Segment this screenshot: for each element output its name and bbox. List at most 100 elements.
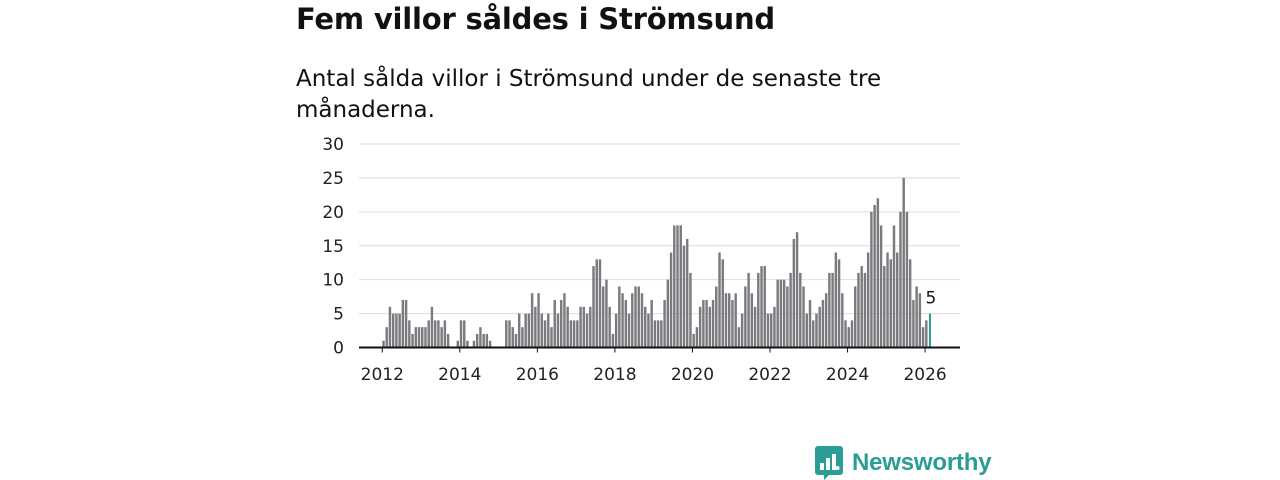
bar [488,340,492,348]
bar [921,327,925,348]
newsworthy-logo-icon [815,446,843,480]
bar [427,320,430,348]
brand[interactable]: Newsworthy [815,446,992,480]
bar [753,306,757,348]
bar [854,286,857,348]
bar [456,340,460,348]
bar [918,293,922,348]
bar [647,313,650,348]
bar [760,266,763,348]
bar [773,306,776,348]
bar [382,340,385,348]
bar [786,286,789,348]
bar [757,272,760,348]
bar [912,300,915,348]
bar [517,313,521,348]
bar [925,320,928,348]
bar [401,300,405,348]
bar [866,252,870,348]
bar [808,300,812,348]
y-tick-label: 30 [322,135,344,155]
bar-chart: 0 5 10 15 20 25 30 2012 2014 2016 2018 2020 2022 2024… [322,135,960,385]
bar [653,320,657,348]
bar [663,300,666,348]
bar [740,313,744,348]
bar [424,327,427,348]
bar [818,306,821,348]
bar [886,252,889,348]
x-tick-label: 2026 [903,365,946,385]
bar [589,306,592,348]
bar [485,333,489,348]
bar [414,327,418,348]
bar [669,252,673,348]
bar [721,259,724,348]
bar [621,293,624,348]
bar [805,313,808,348]
bar [579,306,582,348]
bar [404,300,408,348]
bar [624,300,628,348]
chart-subtitle: Antal sålda villor i Strömsund under de … [296,66,882,123]
bar [799,272,802,348]
bar [440,327,443,348]
bar [711,300,715,348]
y-tick-label: 10 [322,271,344,291]
bar [466,340,469,348]
bar [443,320,447,348]
bar [527,313,531,348]
bar [685,238,689,348]
bar [537,293,540,348]
bar [521,327,524,348]
bar [640,293,644,348]
bar [692,333,695,348]
y-tick-label: 20 [322,203,344,223]
bar [908,259,912,348]
brand-name: Newsworthy [852,449,992,476]
bar [433,320,437,348]
bar [750,293,754,348]
bar [841,293,844,348]
bar [728,293,731,348]
y-tick-label: 0 [333,339,344,359]
bar [889,259,892,348]
bar [698,306,702,348]
bar [563,293,566,348]
bar [824,293,828,348]
bar [598,259,602,348]
bar [475,333,479,348]
bar [883,266,886,348]
bar [695,327,699,348]
bar [417,327,421,348]
bar [763,266,766,348]
bar [850,320,854,348]
bar [430,306,434,348]
bar [582,306,586,348]
bar [547,313,550,348]
bar [896,252,899,348]
y-tick-label: 5 [333,305,344,325]
bar [595,259,598,348]
x-tick-label: 2014 [438,365,481,385]
bar [744,286,747,348]
bar [915,286,918,348]
bar [682,245,686,348]
bar [592,266,595,348]
bar [618,286,621,348]
bar [472,340,476,348]
bar [601,286,605,348]
bar [505,320,508,348]
bar [782,279,786,348]
bar [863,272,867,348]
bar [844,320,847,348]
bar [892,225,896,348]
bar [627,313,631,348]
bar [643,306,647,348]
bar [902,177,905,348]
x-tick-label: 2016 [516,365,559,385]
bar [556,313,560,348]
bar [673,225,676,348]
bar [514,333,518,348]
bar [388,306,392,348]
bar [385,327,388,348]
